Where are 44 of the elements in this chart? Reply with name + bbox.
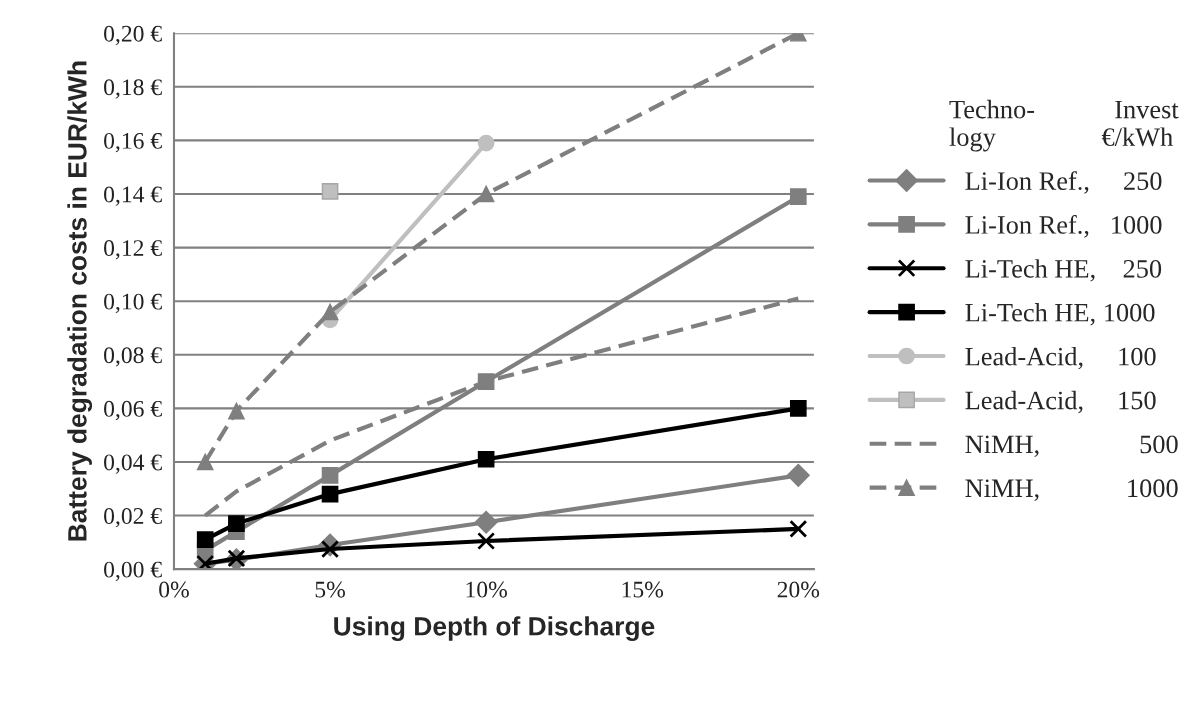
point bbox=[321, 485, 339, 503]
legend-label: NiMH, 500 bbox=[965, 435, 1178, 458]
y-tick-label: 0,04 € bbox=[104, 454, 162, 474]
y-tick-label: 0,14 € bbox=[104, 186, 162, 206]
x-tick-label: 20% bbox=[777, 581, 820, 598]
point bbox=[228, 515, 245, 532]
point bbox=[321, 467, 339, 484]
y-tick-label: 0,08 € bbox=[104, 347, 162, 367]
point bbox=[477, 134, 495, 152]
point bbox=[789, 400, 807, 417]
y-tick-label: 0,20 € bbox=[104, 25, 162, 46]
legend-label: Li-Ion Ref., 250 bbox=[965, 171, 1162, 194]
point bbox=[196, 531, 214, 548]
legend-label: Lead-Acid, 100 bbox=[965, 346, 1156, 370]
y-tick-label: 0,00 € bbox=[104, 561, 162, 581]
point bbox=[228, 402, 245, 420]
point bbox=[474, 510, 498, 534]
y-axis-title: Battery degradation costs in EUR/kWh bbox=[67, 61, 93, 541]
legend-label: Li-Ion Ref., 1000 bbox=[965, 215, 1162, 238]
point bbox=[786, 463, 810, 487]
y-tick-label: 0,02 € bbox=[104, 508, 162, 528]
point bbox=[477, 450, 495, 468]
x-tick-label: 15% bbox=[622, 581, 664, 598]
legend-label: NiMH, 1000 bbox=[965, 479, 1178, 501]
point bbox=[477, 185, 495, 203]
point bbox=[477, 531, 496, 551]
y-tick-label: 0,10 € bbox=[104, 293, 162, 313]
legend-label: Li-Tech HE, 1000 bbox=[965, 303, 1155, 326]
point bbox=[321, 182, 339, 200]
legend-label: Lead-Acid, 150 bbox=[965, 390, 1156, 414]
x-tick-label: 10% bbox=[466, 581, 507, 598]
y-tick-label: 0,12 € bbox=[104, 240, 162, 260]
point bbox=[321, 303, 339, 321]
legend-label: Li-Tech HE, 250 bbox=[965, 259, 1162, 282]
legend-title: Techno- Invest logy €/kWh bbox=[949, 99, 1179, 152]
x-tick-label: 5% bbox=[315, 581, 345, 598]
point bbox=[196, 453, 214, 471]
point bbox=[789, 188, 807, 206]
y-tick-label: 0,18 € bbox=[104, 79, 162, 99]
y-tick-label: 0,06 € bbox=[104, 400, 162, 421]
x-tick-label: 0% bbox=[159, 581, 189, 598]
x-axis-title: Using Depth of Discharge bbox=[334, 616, 655, 641]
y-tick-label: 0,16 € bbox=[104, 132, 162, 153]
point bbox=[789, 519, 808, 538]
